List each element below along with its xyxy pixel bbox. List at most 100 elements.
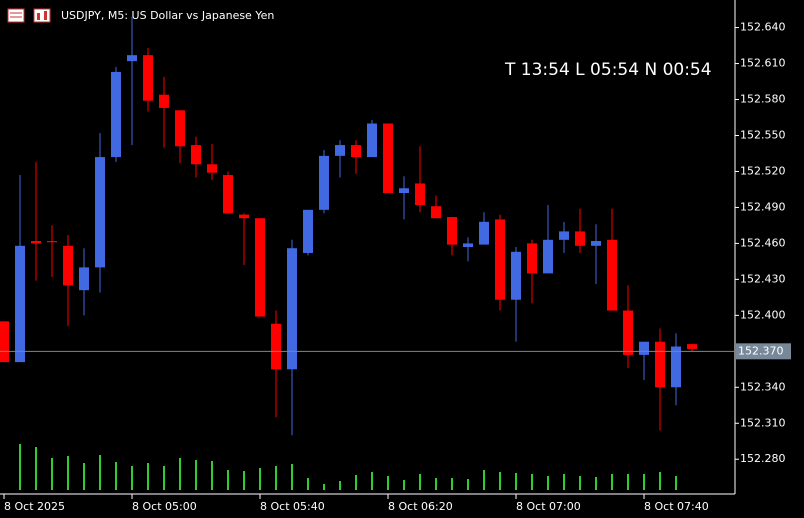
volume-bar (467, 479, 469, 490)
candle-body (15, 245, 25, 363)
y-tick-label: 152.400 (740, 308, 786, 321)
candle-body (655, 341, 665, 388)
volume-bar (659, 472, 661, 490)
candle-body (0, 321, 9, 363)
volume-bar (227, 470, 229, 490)
chart-icons (7, 8, 51, 23)
candle-body (575, 231, 585, 246)
candle-body (239, 214, 249, 219)
candle-body (191, 145, 201, 165)
candle-body (399, 188, 409, 194)
volume-bar (371, 472, 373, 490)
volume-bar (451, 478, 453, 490)
volume-bar (483, 470, 485, 490)
candle-body (623, 310, 633, 355)
volume-bar (547, 476, 549, 490)
volume-bar (435, 478, 437, 490)
candle-body (543, 239, 553, 274)
candle-body (303, 209, 313, 253)
candle-body (95, 157, 105, 268)
candle-body (335, 145, 345, 156)
volume-bar (531, 474, 533, 490)
volume-bar (291, 464, 293, 490)
candle-body (143, 55, 153, 101)
volume-bar (515, 473, 517, 490)
volume-bar (131, 466, 133, 490)
candle-body (463, 243, 473, 247)
candle-body (479, 221, 489, 245)
candle-body (159, 94, 169, 108)
candle-body (447, 217, 457, 245)
volume-bar (307, 478, 309, 490)
volume-bar (387, 476, 389, 490)
candle-body (319, 155, 329, 210)
y-tick-label: 152.340 (740, 380, 786, 393)
candle-body (31, 241, 41, 244)
volume-bar (115, 462, 117, 490)
x-tick-label: 8 Oct 05:40 (260, 500, 325, 513)
candle-body (255, 218, 265, 317)
volume-bar (579, 476, 581, 490)
candle-body (111, 71, 121, 158)
candle-body (671, 346, 681, 388)
candle-body (495, 219, 505, 300)
candle-body (63, 245, 73, 286)
volume-bar (51, 458, 53, 490)
x-tick-label: 8 Oct 05:00 (132, 500, 197, 513)
candle-body (79, 267, 89, 291)
volume-bar (611, 474, 613, 490)
candle-body (639, 341, 649, 355)
candle-body (287, 248, 297, 370)
candle-body (47, 241, 57, 243)
candle-body (207, 164, 217, 173)
chart-title: USDJPY, M5: US Dollar vs Japanese Yen (61, 9, 274, 22)
candle-body (687, 344, 697, 349)
icon-bar (44, 11, 47, 20)
volume-bar (595, 477, 597, 490)
volume-bar (563, 474, 565, 490)
candle-body (431, 206, 441, 219)
y-tick-label: 152.490 (740, 200, 786, 213)
volume-bar (403, 480, 405, 490)
y-tick-label: 152.580 (740, 93, 786, 106)
volume-bar (163, 466, 165, 490)
y-tick-label: 152.550 (740, 128, 786, 141)
candle-body (175, 110, 185, 147)
x-tick-label: 8 Oct 06:20 (388, 500, 453, 513)
current-price-label: 152.370 (738, 344, 784, 357)
volume-bar (243, 471, 245, 490)
volume-bar (99, 455, 101, 490)
y-tick-label: 152.310 (740, 416, 786, 429)
volume-bar (35, 447, 37, 490)
volume-bar (323, 484, 325, 490)
candle-body (559, 231, 569, 240)
y-tick-label: 152.520 (740, 164, 786, 177)
y-tick-label: 152.640 (740, 21, 786, 34)
volume-bar (195, 460, 197, 490)
volume-bar (275, 466, 277, 490)
volume-bar (67, 456, 69, 490)
volume-bar (19, 444, 21, 490)
volume-bar (355, 475, 357, 490)
candle-body (591, 241, 601, 246)
x-tick-label: 8 Oct 07:00 (516, 500, 581, 513)
y-tick-label: 152.460 (740, 236, 786, 249)
volume-bar (83, 463, 85, 490)
volume-bar (675, 476, 677, 490)
x-tick-label: 8 Oct 07:40 (644, 500, 709, 513)
y-tick-label: 152.280 (740, 452, 786, 465)
current-price-box (736, 343, 791, 360)
candle-body (223, 175, 233, 214)
x-tick-label: 8 Oct 2025 (4, 500, 65, 513)
volume-bar (211, 461, 213, 490)
volume-bar (499, 472, 501, 490)
candle-body (383, 123, 393, 194)
volume-bar (339, 481, 341, 490)
volume-bar (259, 468, 261, 490)
icon (7, 8, 25, 23)
candle-body (607, 239, 617, 311)
candle-body (127, 55, 137, 62)
y-tick-label: 152.430 (740, 272, 786, 285)
